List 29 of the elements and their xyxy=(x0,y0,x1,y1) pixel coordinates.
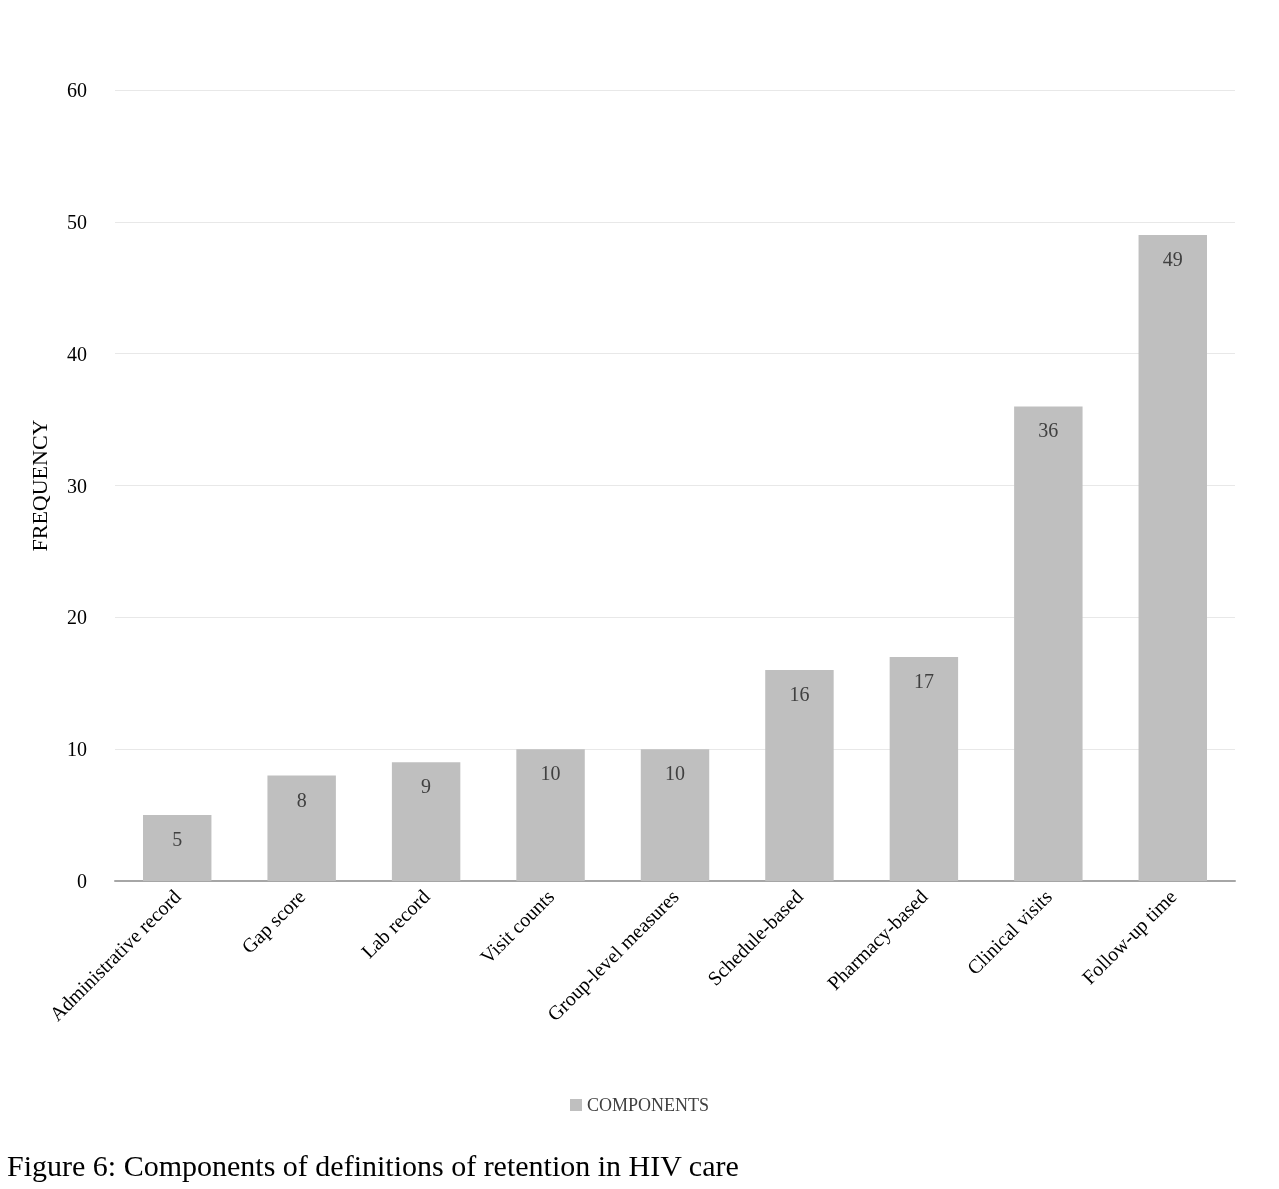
data-label: 8 xyxy=(296,788,307,811)
bar xyxy=(889,656,959,881)
y-tick-label: 40 xyxy=(67,342,87,365)
x-tick-label: Gap score xyxy=(236,885,311,959)
data-label: 5 xyxy=(172,828,183,851)
y-tick-label: 10 xyxy=(67,738,87,761)
bar xyxy=(765,670,834,881)
y-tick-label: 0 xyxy=(77,870,87,892)
y-tick-label: 50 xyxy=(67,210,87,233)
data-label: 9 xyxy=(421,775,432,798)
data-label: 10 xyxy=(665,762,685,785)
data-label: 36 xyxy=(1038,419,1059,442)
bar xyxy=(143,815,212,881)
y-tick-label: 30 xyxy=(67,474,87,497)
bar xyxy=(1138,235,1207,881)
data-label: 10 xyxy=(540,762,561,785)
data-label: 17 xyxy=(913,669,934,692)
bar xyxy=(516,749,585,881)
bar xyxy=(1014,406,1083,881)
y-axis-title: FREQUENCY xyxy=(26,419,52,552)
data-label: 16 xyxy=(789,683,810,706)
legend-label: COMPONENTS xyxy=(586,1095,710,1115)
bar xyxy=(640,749,710,881)
y-tick-label: 60 xyxy=(67,79,87,101)
y-tick-label: 20 xyxy=(67,606,87,629)
bar xyxy=(391,762,461,881)
text: Figure 6: Components of definitions of retention in HIV care xyxy=(7,1148,739,1182)
bar xyxy=(267,775,336,881)
data-label: 49 xyxy=(1162,248,1183,271)
